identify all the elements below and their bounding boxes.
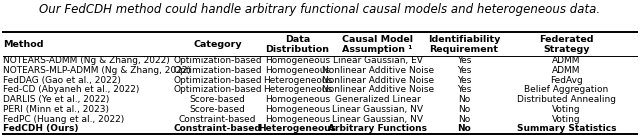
- Text: No: No: [458, 105, 470, 114]
- Text: Constraint-based: Constraint-based: [179, 115, 257, 124]
- Text: Identifiability
Requirement: Identifiability Requirement: [428, 35, 500, 54]
- Text: ADMM: ADMM: [552, 56, 580, 65]
- Text: Homogeneous: Homogeneous: [265, 115, 330, 124]
- Text: Linear Gaussian, NV: Linear Gaussian, NV: [332, 105, 423, 114]
- Text: Heterogeneous: Heterogeneous: [263, 85, 332, 94]
- Text: Homogeneous: Homogeneous: [265, 105, 330, 114]
- Text: Score-based: Score-based: [189, 105, 246, 114]
- Text: FedDAG (Gao et al., 2022): FedDAG (Gao et al., 2022): [3, 76, 121, 85]
- Text: Homogeneous: Homogeneous: [265, 95, 330, 104]
- Text: Summary Statistics: Summary Statistics: [516, 124, 616, 133]
- Text: Voting: Voting: [552, 115, 580, 124]
- Text: FedAvg: FedAvg: [550, 76, 583, 85]
- Text: Yes: Yes: [457, 85, 471, 94]
- Text: Yes: Yes: [457, 66, 471, 75]
- Text: FedCDH (Ours): FedCDH (Ours): [3, 124, 79, 133]
- Text: PERI (Minn et al., 2023): PERI (Minn et al., 2023): [3, 105, 109, 114]
- Text: Homogeneous: Homogeneous: [265, 56, 330, 65]
- Text: ADMM: ADMM: [552, 66, 580, 75]
- Text: Category: Category: [193, 40, 242, 49]
- Text: Heterogeneous: Heterogeneous: [263, 76, 332, 85]
- Text: No: No: [457, 124, 471, 133]
- Text: FedPC (Huang et al., 2022): FedPC (Huang et al., 2022): [3, 115, 124, 124]
- Text: NOTEARS-ADMM (Ng & Zhang, 2022): NOTEARS-ADMM (Ng & Zhang, 2022): [3, 56, 170, 65]
- Text: Generalized Linear: Generalized Linear: [335, 95, 420, 104]
- Text: Homogeneous: Homogeneous: [265, 66, 330, 75]
- Text: Score-based: Score-based: [189, 95, 246, 104]
- Text: DARLIS (Ye et al., 2022): DARLIS (Ye et al., 2022): [3, 95, 109, 104]
- Text: Our FedCDH method could handle arbitrary functional causal models and heterogene: Our FedCDH method could handle arbitrary…: [40, 3, 600, 16]
- Text: Data
Distribution: Data Distribution: [266, 35, 330, 54]
- Text: Optimization-based: Optimization-based: [173, 85, 262, 94]
- Text: Method: Method: [3, 40, 44, 49]
- Text: No: No: [458, 95, 470, 104]
- Text: Constraint-based: Constraint-based: [173, 124, 262, 133]
- Text: Arbitrary Functions: Arbitrary Functions: [328, 124, 427, 133]
- Text: Causal Model
Assumption ¹: Causal Model Assumption ¹: [342, 35, 413, 54]
- Text: Belief Aggregation: Belief Aggregation: [524, 85, 609, 94]
- Text: NOTEARS-MLP-ADMM (Ng & Zhang, 2022): NOTEARS-MLP-ADMM (Ng & Zhang, 2022): [3, 66, 191, 75]
- Text: Heterogeneous: Heterogeneous: [259, 124, 337, 133]
- Text: Linear Gaussian, EV: Linear Gaussian, EV: [333, 56, 422, 65]
- Text: Distributed Annealing: Distributed Annealing: [517, 95, 616, 104]
- Text: Nonlinear Additive Noise: Nonlinear Additive Noise: [321, 85, 434, 94]
- Text: Optimization-based: Optimization-based: [173, 76, 262, 85]
- Text: Nonlinear Additive Noise: Nonlinear Additive Noise: [321, 76, 434, 85]
- Text: Voting: Voting: [552, 105, 580, 114]
- Text: Optimization-based: Optimization-based: [173, 56, 262, 65]
- Text: Yes: Yes: [457, 56, 471, 65]
- Text: Nonlinear Additive Noise: Nonlinear Additive Noise: [321, 66, 434, 75]
- Text: Optimization-based: Optimization-based: [173, 66, 262, 75]
- Text: Federated
Strategy: Federated Strategy: [539, 35, 594, 54]
- Text: Fed-CD (Abyaneh et al., 2022): Fed-CD (Abyaneh et al., 2022): [3, 85, 140, 94]
- Text: Yes: Yes: [457, 76, 471, 85]
- Text: No: No: [458, 115, 470, 124]
- Text: Linear Gaussian, NV: Linear Gaussian, NV: [332, 115, 423, 124]
